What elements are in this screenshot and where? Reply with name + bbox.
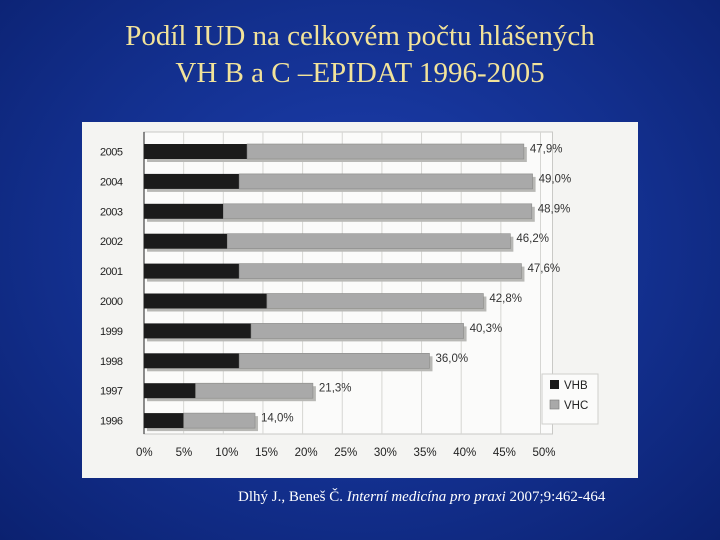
x-tick-label: 25% xyxy=(334,447,357,459)
total-data-label: 36,0% xyxy=(435,353,468,365)
y-tick-label: 1999 xyxy=(100,326,123,338)
bar-vhb xyxy=(144,173,240,189)
legend-label-vhc: VHC xyxy=(564,400,588,412)
x-tick-label: 45% xyxy=(493,447,516,459)
x-tick-label: 50% xyxy=(533,447,556,459)
citation-authors: Dlhý J., Beneš Č. xyxy=(238,489,347,505)
x-tick-label: 30% xyxy=(374,447,397,459)
bar-vhc xyxy=(226,233,511,249)
x-tick-label: 15% xyxy=(255,447,278,459)
legend-swatch-vhc xyxy=(549,399,560,410)
bar-vhc xyxy=(250,323,464,339)
bar-vhb xyxy=(144,293,267,309)
total-data-label: 49,0% xyxy=(539,173,572,185)
bar-vhc xyxy=(238,353,430,369)
bar-vhc xyxy=(183,412,256,429)
total-data-label: 47,6% xyxy=(527,263,560,275)
x-tick-label: 35% xyxy=(414,447,437,459)
total-data-label: 21,3% xyxy=(319,383,352,395)
citation: Dlhý J., Beneš Č. Interní medicína pro p… xyxy=(238,489,605,506)
chart-image: 2005 47,9% 2004 49,0% 2003 48,9% 2002 46,2% 2001… xyxy=(82,122,638,478)
slide-title-line-2: VH B a C –EPIDAT 1996-2005 xyxy=(175,57,545,89)
y-tick-label: 1996 xyxy=(100,416,123,428)
x-tick-label: 5% xyxy=(176,447,193,459)
y-tick-label: 1997 xyxy=(100,386,123,398)
bar-vhb xyxy=(144,233,228,249)
x-tick-label: 40% xyxy=(453,447,476,459)
stacked-bar-chart: 2005 47,9% 2004 49,0% 2003 48,9% 2002 46,2% 2001… xyxy=(100,131,599,459)
citation-reference: 2007;9:462-464 xyxy=(505,489,606,505)
y-tick-label: 2000 xyxy=(100,296,123,308)
total-data-label: 47,9% xyxy=(530,144,563,156)
x-tick-label: 0% xyxy=(136,447,153,459)
total-data-label: 48,9% xyxy=(538,203,571,215)
bar-vhb xyxy=(144,383,196,399)
y-tick-label: 2003 xyxy=(100,206,123,218)
bar-vhc xyxy=(223,203,533,220)
bar-vhc xyxy=(238,173,533,190)
citation-journal: Interní medicína pro praxi xyxy=(346,489,506,505)
bar-vhb xyxy=(144,353,240,369)
bar-vhc xyxy=(266,293,484,309)
x-tick-label: 20% xyxy=(295,447,318,459)
bar-vhc xyxy=(238,263,522,279)
bar-vhc xyxy=(246,143,525,160)
bar-vhb xyxy=(144,263,240,279)
bar-vhb xyxy=(144,323,252,339)
bar-vhc xyxy=(195,382,314,399)
y-tick-label: 2001 xyxy=(100,266,123,278)
total-data-label: 42,8% xyxy=(489,293,522,305)
bar-vhb xyxy=(144,203,224,219)
total-data-label: 40,3% xyxy=(470,323,503,335)
x-tick-label: 10% xyxy=(215,447,238,459)
y-tick-label: 1998 xyxy=(100,356,123,368)
bar-vhb xyxy=(144,413,184,429)
total-data-label: 46,2% xyxy=(516,233,549,245)
y-tick-label: 2005 xyxy=(100,147,123,159)
legend-swatch-vhb xyxy=(550,380,559,389)
y-tick-label: 2002 xyxy=(100,236,123,248)
legend-label-vhb: VHB xyxy=(564,380,588,392)
y-tick-label: 2004 xyxy=(100,176,123,188)
bar-vhb xyxy=(144,144,248,159)
slide-title-line-1: Podíl IUD na celkovém počtu hlášených xyxy=(125,20,595,52)
total-data-label: 14,0% xyxy=(261,413,294,425)
